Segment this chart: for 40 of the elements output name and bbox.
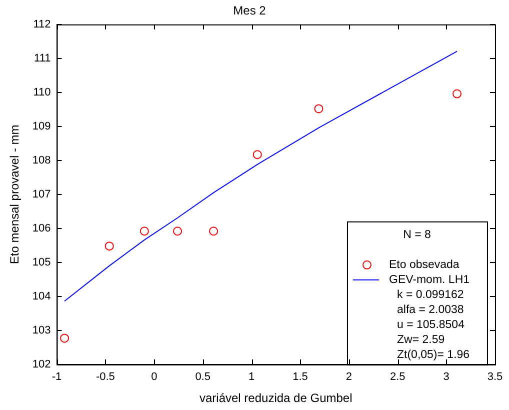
point (60, 334, 70, 343)
y-tick-label: 111 (34, 52, 51, 64)
legend-title: N = 8 (403, 229, 431, 242)
x-tick-label: -0.5 (96, 371, 115, 384)
y-tick-label: 108 (32, 154, 51, 166)
point (252, 150, 262, 160)
y-tick-label: 109 (32, 120, 51, 132)
y-tick-label: 107 (32, 188, 51, 200)
point (173, 226, 182, 236)
y-tick-label: 105 (32, 256, 51, 268)
annotation: u = 105.8504 (397, 319, 466, 332)
x-tick-label: 0.5 (195, 371, 210, 384)
annotation: alfa = 2.0038 (397, 304, 464, 316)
legend-label: Eto obsevada (389, 259, 460, 272)
annotation: Zw= 2.59 (397, 334, 445, 346)
x-axis-title: variável reduzida de Gumbel (200, 391, 352, 406)
x-tick-label: 3.5 (487, 371, 503, 384)
y-tick-label: 102 (32, 358, 51, 370)
y-tick-label: 106 (32, 222, 51, 234)
y-tick-label: 110 (33, 86, 51, 98)
point (314, 104, 324, 114)
x-tick-label: 1 (248, 371, 255, 384)
x-tick-label: 1.5 (292, 371, 308, 384)
x-tick-label: 2 (346, 371, 352, 384)
chart-title: Mes 2 (233, 4, 266, 18)
point (452, 89, 462, 98)
y-tick-label: 104 (32, 290, 51, 302)
x-tick-label: 3 (443, 371, 450, 384)
legend-label: GEV-mom. LH1 (389, 274, 470, 286)
annotation: k = 0.099162 (397, 289, 464, 302)
x-tick-label: 2.5 (390, 371, 406, 384)
point (104, 242, 114, 251)
point (140, 226, 149, 236)
point (209, 226, 218, 236)
x-tick-label: 0 (151, 371, 158, 384)
y-tick-label: 103 (32, 324, 51, 336)
x-tick-label: -1 (52, 371, 62, 384)
y-axis-title: Eto mensal provavel - mm (8, 124, 22, 264)
y-tick-label: 112 (33, 18, 51, 30)
annotation: Zt(0,05)= 1.96 (397, 349, 470, 362)
